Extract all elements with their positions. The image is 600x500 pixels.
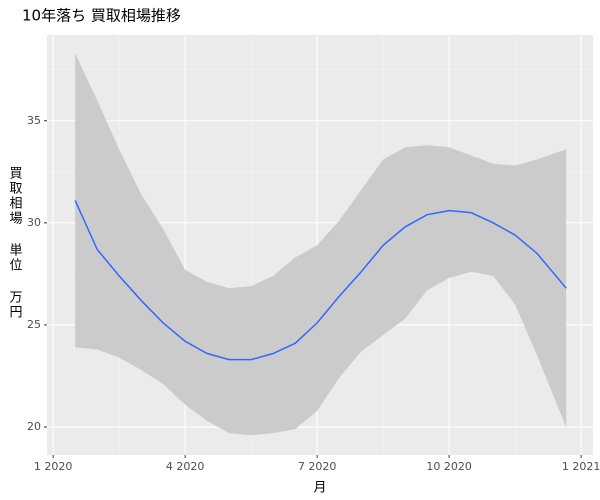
x-tick-label: 4 2020 [166,460,205,473]
y-tick-label: 25 [27,318,41,331]
line [74,200,567,361]
chart-title: 10年落ち 買取相場推移 [22,7,181,25]
x-axis-title: 月 [313,481,326,496]
confidence-band [75,53,567,436]
y-tick-label: 35 [27,114,41,127]
y-tick-label: 30 [27,216,41,229]
x-tick-label: 1 2020 [34,460,73,473]
y-axis-title: 買取相場 単位 万円 [7,166,23,320]
y-tick-label: 20 [27,420,41,433]
x-tick-label: 1 2021 [562,460,600,473]
x-tick-label: 7 2020 [298,460,337,473]
x-tick-label: 10 2020 [426,460,472,473]
